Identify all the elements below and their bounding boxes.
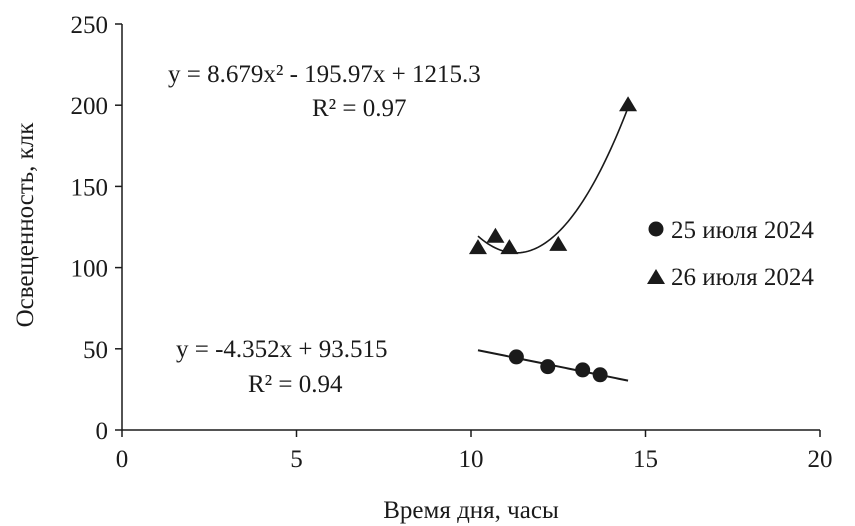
legend-label-series-2: 26 июля 2024 (671, 264, 814, 291)
data-point-series-1 (575, 362, 591, 378)
data-point-series-2 (468, 239, 487, 255)
legend-label-series-1: 25 июля 2024 (671, 217, 814, 244)
axes: 0 5 10 15 20 0 50 100 150 200 250 (71, 12, 833, 473)
y-tick-label: 50 (83, 337, 108, 364)
poly-equation-label: y = 8.679x² - 195.97x + 1215.3 (168, 61, 481, 88)
trendlines (477, 107, 629, 382)
x-axis-title: Время дня, часы (383, 497, 559, 524)
x-tick-label: 5 (290, 446, 303, 473)
data-points (468, 96, 638, 383)
data-point-series-2 (500, 239, 519, 255)
x-tick-label: 0 (116, 446, 129, 473)
data-point-series-1 (508, 349, 524, 365)
poly-r2-label: R² = 0.97 (312, 95, 407, 122)
y-axis-title: Освещенность, клк (12, 122, 39, 328)
x-ticks: 0 5 10 15 20 (116, 430, 833, 473)
x-tick-label: 10 (459, 446, 484, 473)
x-tick-label: 15 (633, 446, 658, 473)
data-point-series-2 (619, 96, 638, 112)
y-tick-label: 0 (96, 418, 109, 445)
legend: 25 июля 2024 26 июля 2024 (647, 217, 814, 291)
trendline-series-2 (477, 107, 629, 254)
y-tick-label: 200 (71, 93, 109, 120)
data-point-series-2 (549, 235, 568, 251)
data-point-series-1 (540, 359, 556, 375)
y-tick-label: 250 (71, 12, 109, 39)
y-tick-label: 150 (71, 174, 109, 201)
data-point-series-2 (486, 227, 505, 243)
legend-marker-circle (648, 221, 664, 237)
y-tick-label: 100 (71, 256, 109, 283)
linear-r2-label: R² = 0.94 (248, 371, 343, 398)
x-tick-label: 20 (808, 446, 833, 473)
legend-marker-triangle (647, 269, 665, 284)
linear-equation-label: y = -4.352x + 93.515 (176, 336, 388, 363)
data-point-series-1 (592, 367, 608, 383)
y-ticks: 0 50 100 150 200 250 (71, 12, 122, 445)
